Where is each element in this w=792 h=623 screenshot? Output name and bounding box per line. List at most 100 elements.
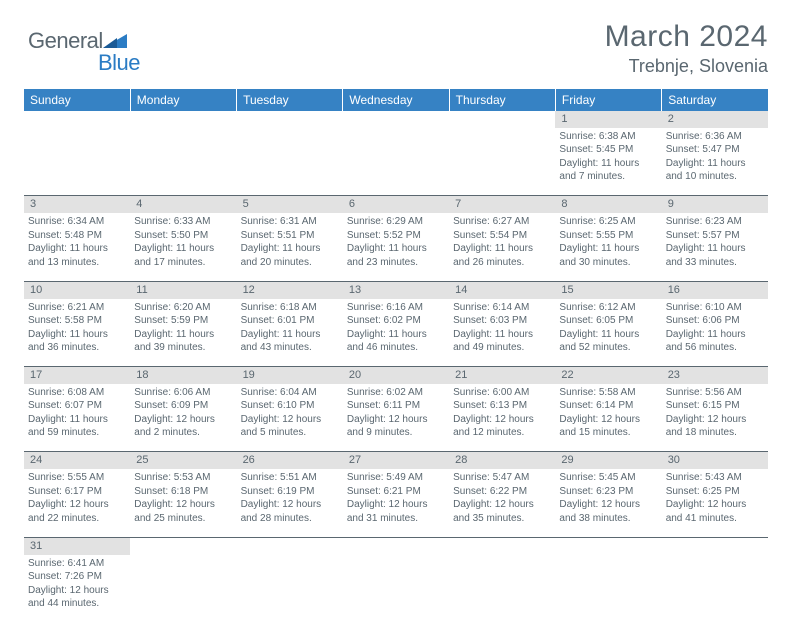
day-cell: Sunrise: 5:58 AMSunset: 6:14 PMDaylight:… xyxy=(555,384,661,452)
day-cell: Sunrise: 5:53 AMSunset: 6:18 PMDaylight:… xyxy=(130,469,236,537)
sunrise-text: Sunrise: 6:00 AM xyxy=(453,386,551,400)
weekday-header: Wednesday xyxy=(343,89,449,111)
sunrise-text: Sunrise: 5:51 AM xyxy=(241,471,339,485)
day-cell: Sunrise: 5:49 AMSunset: 6:21 PMDaylight:… xyxy=(343,469,449,537)
daylight-text: and 44 minutes. xyxy=(28,597,126,611)
sunset-text: Sunset: 6:22 PM xyxy=(453,485,551,499)
daylight-text: Daylight: 11 hours xyxy=(134,328,232,342)
sunset-text: Sunset: 6:23 PM xyxy=(559,485,657,499)
daylight-text: Daylight: 11 hours xyxy=(559,328,657,342)
day-cell: Sunrise: 6:36 AMSunset: 5:47 PMDaylight:… xyxy=(662,128,768,196)
daylight-text: Daylight: 12 hours xyxy=(241,413,339,427)
day-cell xyxy=(343,555,449,623)
day-number-cell xyxy=(130,537,236,554)
daylight-text: Daylight: 12 hours xyxy=(347,413,445,427)
daylight-text: and 41 minutes. xyxy=(666,512,764,526)
month-title: March 2024 xyxy=(605,20,768,54)
sunset-text: Sunset: 6:03 PM xyxy=(453,314,551,328)
day-number-cell: 29 xyxy=(555,452,661,469)
day-number-cell: 25 xyxy=(130,452,236,469)
sunset-text: Sunset: 7:26 PM xyxy=(28,570,126,584)
day-number-cell: 24 xyxy=(24,452,130,469)
sunrise-text: Sunrise: 6:04 AM xyxy=(241,386,339,400)
sunset-text: Sunset: 5:51 PM xyxy=(241,229,339,243)
day-cell xyxy=(24,128,130,196)
day-number-cell: 30 xyxy=(662,452,768,469)
logo-text-blue: Blue xyxy=(98,50,140,76)
daylight-text: Daylight: 12 hours xyxy=(134,498,232,512)
sunset-text: Sunset: 6:14 PM xyxy=(559,399,657,413)
daylight-text: and 31 minutes. xyxy=(347,512,445,526)
day-cell: Sunrise: 6:02 AMSunset: 6:11 PMDaylight:… xyxy=(343,384,449,452)
sunrise-text: Sunrise: 6:02 AM xyxy=(347,386,445,400)
daylight-text: and 17 minutes. xyxy=(134,256,232,270)
day-number-cell: 3 xyxy=(24,196,130,213)
daylight-text: and 15 minutes. xyxy=(559,426,657,440)
day-cell: Sunrise: 5:47 AMSunset: 6:22 PMDaylight:… xyxy=(449,469,555,537)
daylight-text: Daylight: 12 hours xyxy=(28,584,126,598)
sunset-text: Sunset: 6:06 PM xyxy=(666,314,764,328)
weekday-header: Sunday xyxy=(24,89,130,111)
sunset-text: Sunset: 6:11 PM xyxy=(347,399,445,413)
day-content-row: Sunrise: 6:34 AMSunset: 5:48 PMDaylight:… xyxy=(24,213,768,281)
sunset-text: Sunset: 6:13 PM xyxy=(453,399,551,413)
day-number-cell: 9 xyxy=(662,196,768,213)
day-number-cell: 20 xyxy=(343,367,449,384)
day-number-cell: 18 xyxy=(130,367,236,384)
daylight-text: and 38 minutes. xyxy=(559,512,657,526)
day-number-cell: 14 xyxy=(449,281,555,298)
day-number-row: 12 xyxy=(24,111,768,128)
daylight-text: and 2 minutes. xyxy=(134,426,232,440)
daylight-text: Daylight: 11 hours xyxy=(666,328,764,342)
sunset-text: Sunset: 5:48 PM xyxy=(28,229,126,243)
day-cell: Sunrise: 6:23 AMSunset: 5:57 PMDaylight:… xyxy=(662,213,768,281)
day-cell: Sunrise: 5:55 AMSunset: 6:17 PMDaylight:… xyxy=(24,469,130,537)
sunrise-text: Sunrise: 6:27 AM xyxy=(453,215,551,229)
sunset-text: Sunset: 6:17 PM xyxy=(28,485,126,499)
sunset-text: Sunset: 6:18 PM xyxy=(134,485,232,499)
daylight-text: Daylight: 11 hours xyxy=(241,328,339,342)
daylight-text: and 33 minutes. xyxy=(666,256,764,270)
sunrise-text: Sunrise: 6:21 AM xyxy=(28,301,126,315)
daylight-text: and 49 minutes. xyxy=(453,341,551,355)
day-number-cell: 2 xyxy=(662,111,768,128)
day-cell xyxy=(343,128,449,196)
daylight-text: and 7 minutes. xyxy=(559,170,657,184)
day-cell: Sunrise: 6:10 AMSunset: 6:06 PMDaylight:… xyxy=(662,299,768,367)
sunset-text: Sunset: 5:47 PM xyxy=(666,143,764,157)
day-cell: Sunrise: 6:38 AMSunset: 5:45 PMDaylight:… xyxy=(555,128,661,196)
daylight-text: and 12 minutes. xyxy=(453,426,551,440)
day-cell: Sunrise: 6:04 AMSunset: 6:10 PMDaylight:… xyxy=(237,384,343,452)
day-cell: Sunrise: 6:14 AMSunset: 6:03 PMDaylight:… xyxy=(449,299,555,367)
logo-blue-wrap: Blue xyxy=(98,50,140,76)
sunrise-text: Sunrise: 6:16 AM xyxy=(347,301,445,315)
weekday-header: Tuesday xyxy=(237,89,343,111)
sunrise-text: Sunrise: 6:33 AM xyxy=(134,215,232,229)
day-content-row: Sunrise: 6:08 AMSunset: 6:07 PMDaylight:… xyxy=(24,384,768,452)
sunset-text: Sunset: 5:59 PM xyxy=(134,314,232,328)
day-cell: Sunrise: 6:08 AMSunset: 6:07 PMDaylight:… xyxy=(24,384,130,452)
sunrise-text: Sunrise: 5:56 AM xyxy=(666,386,764,400)
daylight-text: Daylight: 11 hours xyxy=(559,242,657,256)
day-number-cell: 16 xyxy=(662,281,768,298)
day-cell: Sunrise: 6:16 AMSunset: 6:02 PMDaylight:… xyxy=(343,299,449,367)
daylight-text: Daylight: 11 hours xyxy=(28,242,126,256)
daylight-text: Daylight: 12 hours xyxy=(28,498,126,512)
sunrise-text: Sunrise: 6:06 AM xyxy=(134,386,232,400)
sunrise-text: Sunrise: 6:20 AM xyxy=(134,301,232,315)
sunrise-text: Sunrise: 5:53 AM xyxy=(134,471,232,485)
day-number-row: 17181920212223 xyxy=(24,367,768,384)
sunrise-text: Sunrise: 6:38 AM xyxy=(559,130,657,144)
sunset-text: Sunset: 5:45 PM xyxy=(559,143,657,157)
daylight-text: Daylight: 12 hours xyxy=(666,498,764,512)
daylight-text: Daylight: 12 hours xyxy=(559,498,657,512)
sunrise-text: Sunrise: 6:10 AM xyxy=(666,301,764,315)
day-number-row: 3456789 xyxy=(24,196,768,213)
sunrise-text: Sunrise: 6:34 AM xyxy=(28,215,126,229)
sunset-text: Sunset: 5:54 PM xyxy=(453,229,551,243)
day-number-cell xyxy=(130,111,236,128)
sunrise-text: Sunrise: 6:31 AM xyxy=(241,215,339,229)
day-number-cell: 26 xyxy=(237,452,343,469)
day-number-cell: 6 xyxy=(343,196,449,213)
sunset-text: Sunset: 5:50 PM xyxy=(134,229,232,243)
